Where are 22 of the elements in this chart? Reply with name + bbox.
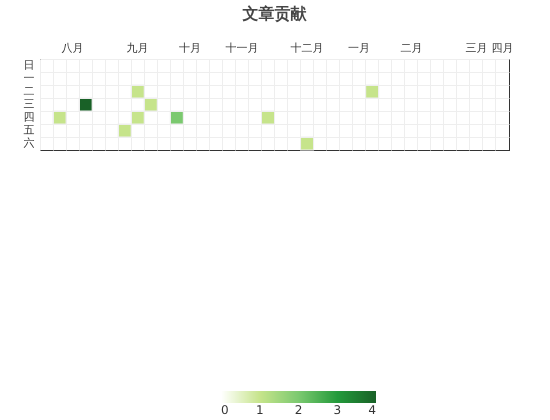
x-tick-label: 四月: [491, 42, 514, 54]
y-tick-label: 日: [24, 58, 34, 72]
y-tick-label: 一: [24, 72, 34, 84]
color-bar-label: 0: [221, 403, 229, 417]
y-tick-label: 六: [24, 136, 34, 150]
y-tick-label: 三: [24, 98, 34, 110]
x-tick-label: 十月: [178, 42, 201, 54]
x-tick-label: 一月: [348, 42, 370, 54]
x-tick-label: 八月: [62, 42, 84, 54]
x-tick-label: 二月: [400, 42, 422, 54]
color-bar-label: 1: [256, 403, 264, 417]
x-tick-label: 十二月: [290, 42, 324, 54]
color-bar-label: 3: [333, 403, 342, 417]
y-tick-label: 四: [24, 110, 34, 124]
x-tick-label: 十一月: [225, 42, 258, 54]
y-tick-label: 五: [24, 124, 34, 136]
color-bar-label: 4: [368, 403, 376, 417]
chart-title: 文章贡献: [242, 4, 308, 23]
color-bar-label: 2: [294, 403, 302, 417]
y-tick-label: 二: [24, 84, 34, 98]
x-tick-label: 九月: [126, 42, 149, 54]
x-tick-label: 三月: [465, 42, 488, 54]
